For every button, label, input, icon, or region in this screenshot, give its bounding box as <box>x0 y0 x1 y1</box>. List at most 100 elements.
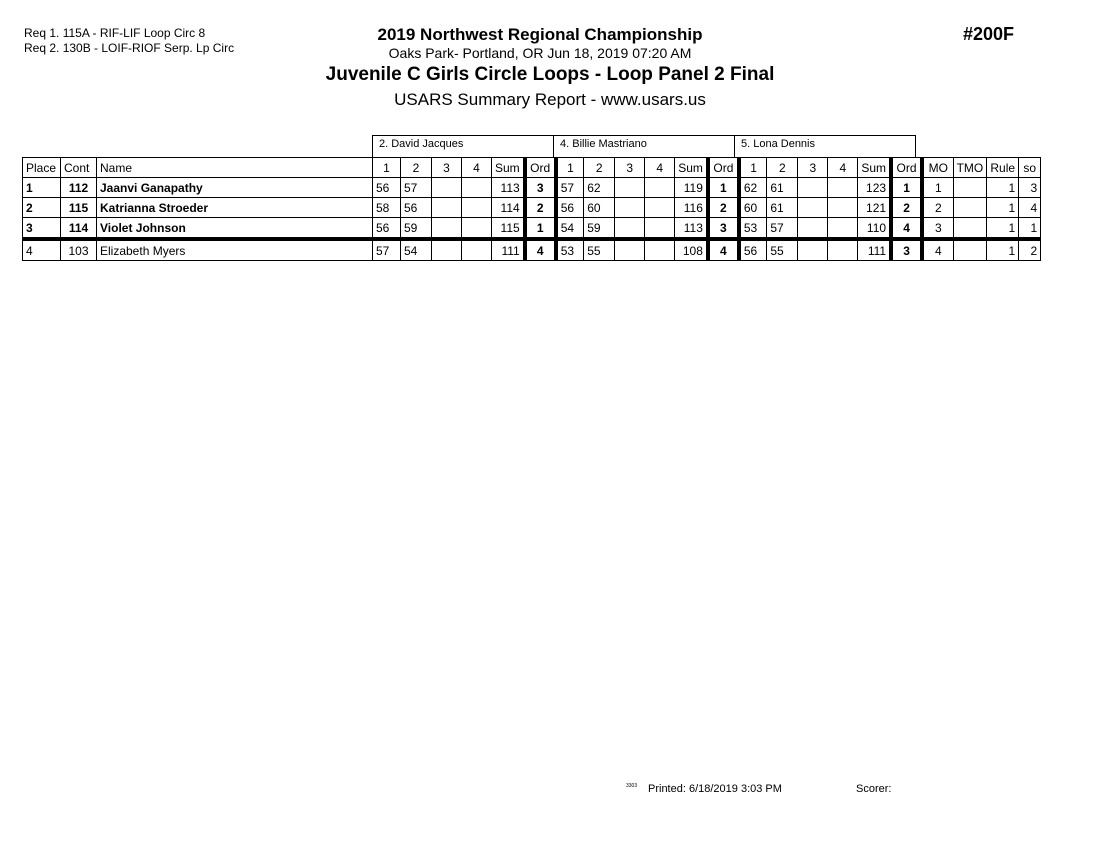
cont-cell: 112 <box>60 177 97 198</box>
place-cell: 2 <box>22 197 61 218</box>
championship-title: 2019 Northwest Regional Championship <box>377 25 703 44</box>
mark-cell: 61 <box>766 177 799 198</box>
requirement-1: Req 1. 115A - RIF-LIF Loop Circ 8 <box>24 26 206 40</box>
results-table: Place Cont Name 1 2 3 4 Sum Ord 1 2 3 4 Sum Ord 1 2 3 4 Sum… <box>22 157 1042 261</box>
col-header-mark: 2 <box>766 157 799 178</box>
name-cell: Jaanvi Ganapathy <box>96 177 373 198</box>
mark-cell: 57 <box>372 237 401 261</box>
table-row: 2 115 Katrianna Stroeder 58 56 114 2 56 60 116 2 60… <box>22 197 1042 218</box>
rule-cell: 1 <box>986 237 1020 261</box>
cont-cell: 114 <box>60 217 97 240</box>
mark-cell <box>797 177 829 198</box>
mo-cell: 2 <box>920 197 954 218</box>
mark-cell <box>461 217 492 240</box>
mark-cell: 57 <box>766 217 799 240</box>
mark-cell <box>644 197 676 218</box>
col-header-mark: 3 <box>614 157 646 178</box>
place-cell: 1 <box>22 177 61 198</box>
ord-cell: 4 <box>705 237 740 261</box>
col-header-ord: Ord <box>889 157 923 178</box>
mark-cell <box>644 217 676 240</box>
mark-cell: 56 <box>736 237 768 261</box>
mo-cell: 1 <box>920 177 954 198</box>
mark-cell: 57 <box>553 177 585 198</box>
col-header-so: so <box>1018 157 1042 178</box>
mark-cell: 60 <box>583 197 616 218</box>
sum-cell: 113 <box>490 177 526 198</box>
so-cell: 3 <box>1018 177 1042 198</box>
col-header-cont: Cont <box>60 157 97 178</box>
sum-cell: 113 <box>674 217 709 240</box>
mark-cell: 60 <box>736 197 768 218</box>
ord-cell: 2 <box>889 197 923 218</box>
judge-header: 5. Lona Dennis <box>734 135 916 157</box>
col-header-mark: 3 <box>431 157 462 178</box>
sum-cell: 121 <box>857 197 892 218</box>
mark-cell: 59 <box>400 217 432 240</box>
col-header-rule: Rule <box>986 157 1020 178</box>
cont-cell: 115 <box>60 197 97 218</box>
report-title: USARS Summary Report - www.usars.us <box>394 90 706 109</box>
mark-cell <box>461 177 492 198</box>
mo-cell: 4 <box>920 237 954 261</box>
mark-cell <box>644 237 676 261</box>
col-header-mark: 2 <box>400 157 432 178</box>
sum-cell: 123 <box>857 177 892 198</box>
mark-cell: 53 <box>553 237 585 261</box>
col-header-mark: 4 <box>827 157 859 178</box>
ord-cell: 4 <box>522 237 557 261</box>
col-header-sum: Sum <box>674 157 709 178</box>
place-cell: 4 <box>22 237 61 261</box>
rule-cell: 1 <box>986 217 1020 240</box>
mark-cell <box>431 217 462 240</box>
name-cell: Violet Johnson <box>96 217 373 240</box>
mark-cell <box>614 197 646 218</box>
sum-cell: 110 <box>857 217 892 240</box>
mark-cell <box>461 197 492 218</box>
mark-cell: 62 <box>736 177 768 198</box>
event-title: Juvenile C Girls Circle Loops - Loop Pan… <box>325 64 775 85</box>
ord-cell: 4 <box>889 217 923 240</box>
printed-timestamp: Printed: 6/18/2019 3:03 PM <box>648 783 782 795</box>
name-cell: Elizabeth Myers <box>96 237 373 261</box>
judge-header: 2. David Jacques <box>372 135 554 157</box>
ord-cell: 1 <box>522 217 557 240</box>
col-header-mo: MO <box>920 157 954 178</box>
mark-cell <box>614 177 646 198</box>
mark-cell <box>461 237 492 261</box>
sum-cell: 114 <box>490 197 526 218</box>
col-header-sum: Sum <box>857 157 892 178</box>
tmo-cell <box>952 177 988 198</box>
col-header-tmo: TMO <box>952 157 988 178</box>
rule-cell: 1 <box>986 197 1020 218</box>
so-cell: 1 <box>1018 217 1042 240</box>
mark-cell <box>827 237 859 261</box>
mark-cell: 55 <box>766 237 799 261</box>
ord-cell: 2 <box>522 197 557 218</box>
name-cell: Katrianna Stroeder <box>96 197 373 218</box>
col-header-ord: Ord <box>705 157 740 178</box>
mark-cell: 56 <box>372 217 401 240</box>
col-header-mark: 4 <box>644 157 676 178</box>
mo-cell: 3 <box>920 217 954 240</box>
sum-cell: 115 <box>490 217 526 240</box>
scorer-label: Scorer: <box>856 783 892 795</box>
location-date: Oaks Park- Portland, OR Jun 18, 2019 07:… <box>388 45 692 61</box>
col-header-place: Place <box>22 157 61 178</box>
mark-cell <box>431 237 462 261</box>
mark-cell: 59 <box>583 217 616 240</box>
table-row: 3 114 Violet Johnson 56 59 115 1 54 59 113 3 53 57 11… <box>22 217 1042 240</box>
col-header-name: Name <box>96 157 373 178</box>
col-header-mark: 4 <box>461 157 492 178</box>
header-row: Place Cont Name 1 2 3 4 Sum Ord 1 2 3 4 Sum Ord 1 2 3 4 Sum… <box>22 157 1042 178</box>
mark-cell: 54 <box>400 237 432 261</box>
col-header-ord: Ord <box>522 157 557 178</box>
col-header-mark: 2 <box>583 157 616 178</box>
mark-cell: 54 <box>553 217 585 240</box>
ord-cell: 3 <box>889 237 923 261</box>
mark-cell <box>614 237 646 261</box>
mark-cell: 55 <box>583 237 616 261</box>
sum-cell: 116 <box>674 197 709 218</box>
mark-cell: 57 <box>400 177 432 198</box>
mark-cell <box>431 197 462 218</box>
